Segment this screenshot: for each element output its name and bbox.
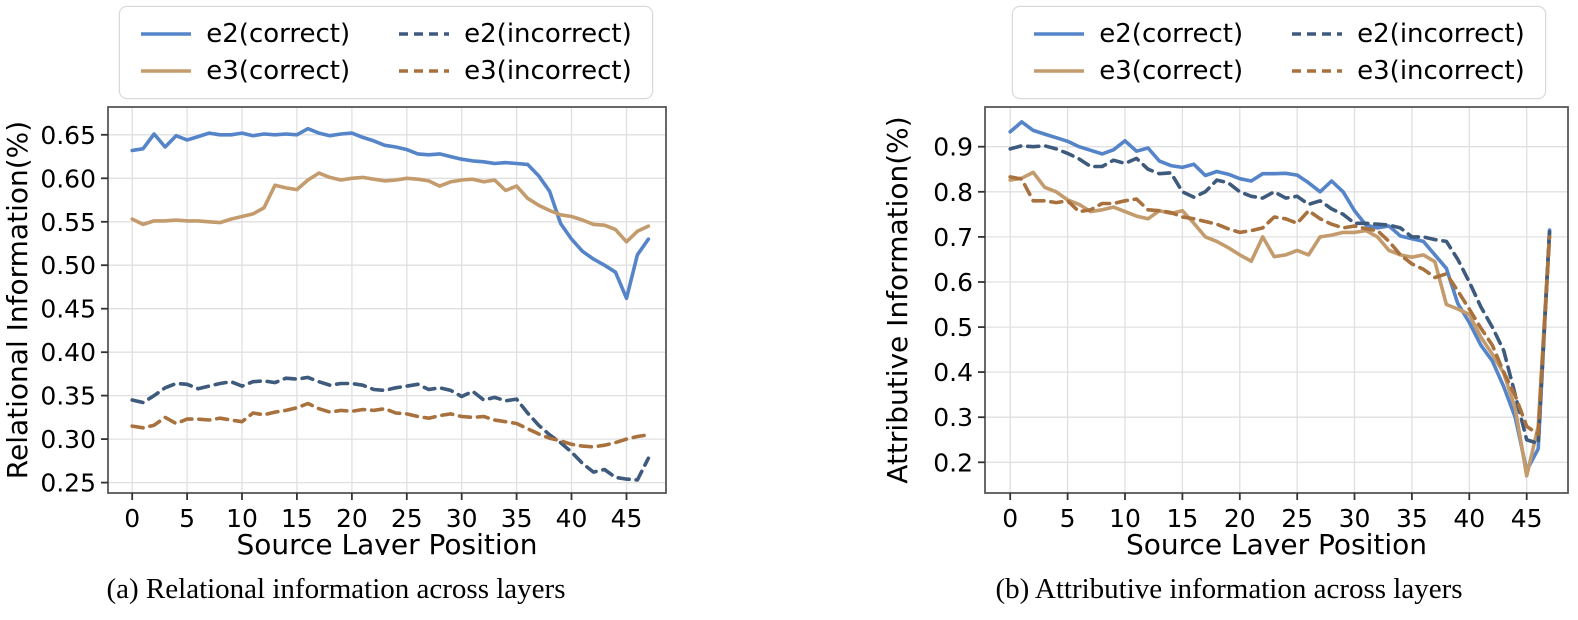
dashed-line-sample-icon (399, 32, 450, 36)
axis-tick-labels: 0 5 10 15 20 25 30 35 40 45 0.2 0.3 0.4 0.5 0.6 0.7 0.8 0… (933, 133, 1542, 533)
legend-label: e3(correct) (206, 56, 351, 86)
x-tick-label: 10 (226, 504, 258, 533)
y-tick-label: 0.60 (40, 164, 96, 193)
x-tick-label: 25 (1281, 504, 1313, 533)
panel-attributive: e2(correct) e2(incorrect) e3(correct) e3(in… (880, 0, 1578, 620)
y-tick-label: 0.5 (933, 313, 973, 342)
axis-ticks (978, 145, 1528, 500)
x-tick-label: 20 (336, 504, 368, 533)
gridlines (985, 107, 1568, 493)
y-tick-label: 0.6 (933, 268, 973, 297)
legend-label: e3(incorrect) (464, 56, 632, 86)
x-tick-label: 30 (446, 504, 478, 533)
y-tick-label: 0.9 (933, 133, 973, 162)
panel-relational: e2(correct) e2(incorrect) e3(correct) e3(in… (0, 0, 672, 620)
series-e3-incorrect (130, 401, 651, 449)
x-tick-label: 45 (611, 504, 643, 533)
solid-line-sample-icon (1034, 69, 1085, 73)
legend-item-e3-correct: e3(correct) (140, 55, 350, 87)
legend-item-e3-incorrect: e3(incorrect) (1291, 55, 1525, 87)
y-tick-label: 0.65 (40, 121, 96, 150)
x-tick-label: 30 (1339, 504, 1371, 533)
x-tick-label: 35 (501, 504, 533, 533)
x-tick-label: 40 (1453, 504, 1485, 533)
legend-item-e3-correct: e3(correct) (1033, 55, 1243, 87)
x-axis-label: Source Layer Position (1126, 528, 1427, 555)
solid-line-sample-icon (141, 32, 192, 36)
y-tick-label: 0.3 (933, 403, 973, 432)
legend-item-e2-correct: e2(correct) (140, 18, 350, 50)
y-axis-label: Attributive Information(%) (881, 116, 914, 483)
dashed-line-sample-icon (399, 69, 450, 73)
legend-a: e2(correct) e2(incorrect) e3(correct) e3(in… (119, 6, 653, 99)
y-tick-label: 0.25 (40, 469, 96, 498)
y-tick-label: 0.35 (40, 382, 96, 411)
x-tick-label: 5 (179, 504, 195, 533)
legend-label: e2(incorrect) (1357, 19, 1525, 49)
legend-label: e3(correct) (1099, 56, 1244, 86)
series-e2-correct (130, 126, 651, 301)
caption-b: (b) Attributive information across layer… (995, 573, 1463, 605)
y-tick-label: 0.50 (40, 251, 96, 280)
series-e2-correct (1008, 120, 1552, 473)
chart-relational: 0 5 10 15 20 25 30 35 40 45 0.25 0.30 0.35 0.40 0.45 0.… (0, 99, 672, 561)
plot-canvas: 0 5 10 15 20 25 30 35 40 45 0.2 0.3 0.4 0.5 0.6 0.7 0.8 0… (881, 106, 1569, 561)
legend-label: e2(incorrect) (464, 19, 632, 49)
x-axis-label: Source Layer Position (236, 528, 537, 555)
x-tick-label: 15 (1166, 504, 1198, 533)
dashed-line-sample-icon (1292, 32, 1343, 36)
x-tick-label: 45 (1511, 504, 1543, 533)
series-e2-incorrect (1008, 143, 1552, 446)
legend-b: e2(correct) e2(incorrect) e3(correct) e3(in… (1012, 6, 1546, 99)
series-e3-correct (1008, 170, 1552, 478)
axis-ticks (101, 133, 628, 500)
x-tick-label: 20 (1224, 504, 1256, 533)
x-tick-label: 35 (1396, 504, 1428, 533)
y-tick-label: 0.2 (933, 448, 973, 477)
legend-item-e2-correct: e2(correct) (1033, 18, 1243, 50)
chart-attributive: 0 5 10 15 20 25 30 35 40 45 0.2 0.3 0.4 0.5 0.6 0.7 0.8 0… (880, 99, 1578, 561)
x-tick-label: 25 (391, 504, 423, 533)
y-axis-label: Relational Information(%) (1, 121, 34, 479)
x-tick-label: 40 (556, 504, 588, 533)
caption-a: (a) Relational information across layers (106, 573, 566, 605)
y-tick-label: 0.55 (40, 208, 96, 237)
solid-line-sample-icon (141, 69, 192, 73)
y-tick-label: 0.8 (933, 178, 973, 207)
plot-frame (984, 106, 1569, 494)
y-tick-label: 0.4 (933, 358, 973, 387)
y-tick-label: 0.45 (40, 295, 96, 324)
legend-item-e2-incorrect: e2(incorrect) (398, 18, 632, 50)
series-e3-correct (130, 171, 651, 244)
x-tick-label: 5 (1060, 504, 1076, 533)
series-e2-incorrect (130, 375, 651, 482)
y-tick-label: 0.40 (40, 338, 96, 367)
solid-line-sample-icon (1034, 32, 1085, 36)
gridlines (108, 107, 666, 493)
dashed-line-sample-icon (1292, 69, 1343, 73)
plot-frame (107, 106, 667, 494)
y-tick-label: 0.30 (40, 425, 96, 454)
x-tick-label: 0 (1002, 504, 1018, 533)
axis-tick-labels: 0 5 10 15 20 25 30 35 40 45 0.25 0.30 0.35 0.40 0.45 0.… (40, 121, 642, 533)
plot-canvas: 0 5 10 15 20 25 30 35 40 45 0.25 0.30 0.35 0.40 0.45 0.… (1, 106, 667, 561)
legend-label: e2(correct) (206, 19, 351, 49)
x-tick-label: 10 (1109, 504, 1141, 533)
legend-label: e3(incorrect) (1357, 56, 1525, 86)
legend-item-e2-incorrect: e2(incorrect) (1291, 18, 1525, 50)
x-tick-label: 15 (281, 504, 313, 533)
legend-item-e3-incorrect: e3(incorrect) (398, 55, 632, 87)
y-tick-label: 0.7 (933, 223, 973, 252)
series-e3-incorrect (1008, 175, 1552, 437)
legend-label: e2(correct) (1099, 19, 1244, 49)
x-tick-label: 0 (124, 504, 140, 533)
